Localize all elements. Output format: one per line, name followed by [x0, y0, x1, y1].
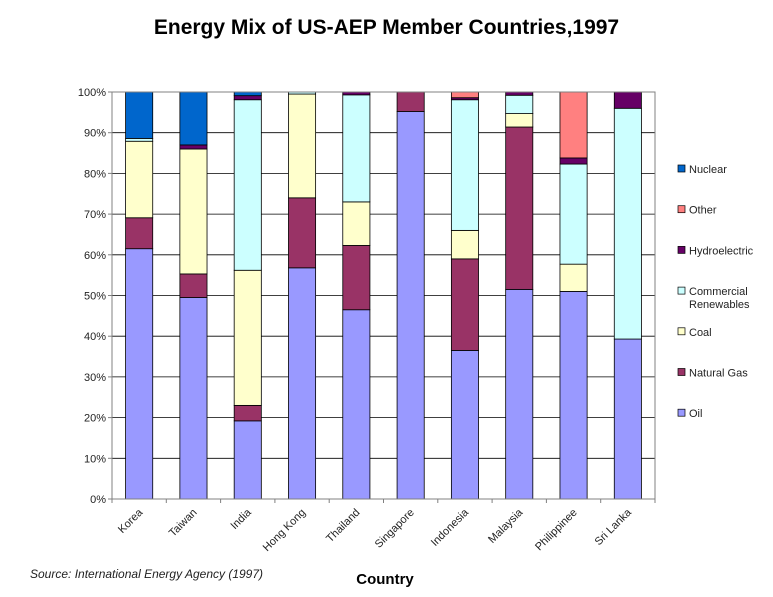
legend-swatch-coal	[677, 327, 686, 336]
x-tick-label: India	[229, 506, 255, 532]
chart-title: Energy Mix of US-AEP Member Countries,19…	[153, 16, 620, 39]
bar-india-commercial-renewables	[233, 99, 262, 271]
bar-hong-kong-oil	[288, 267, 317, 500]
bar-sri-lanka-oil	[613, 338, 642, 500]
y-tick-label: 20%	[84, 413, 106, 425]
bar-indonesia-coal	[450, 229, 479, 260]
legend-label-commercial-renewables: Commercial Renewables	[689, 286, 750, 311]
bar-philippinee-other	[559, 91, 588, 159]
y-tick-label: 0%	[90, 494, 106, 506]
bar-singapore-oil	[396, 111, 425, 500]
bar-thailand-oil	[342, 309, 371, 500]
bar-thailand-natural-gas	[342, 245, 371, 311]
y-tick-label: 90%	[84, 128, 106, 140]
bar-malaysia-commercial-renewables	[505, 94, 534, 114]
x-tick-label: Thailand	[324, 507, 362, 545]
legend-label-other: Other	[689, 205, 717, 217]
bar-philippinee-coal	[559, 263, 588, 292]
bar-singapore-natural-gas	[396, 91, 425, 112]
bar-korea-natural-gas	[125, 217, 154, 250]
bar-india-hydroelectric	[233, 95, 262, 101]
y-tick-label: 100%	[78, 87, 106, 99]
y-tick-label: 70%	[84, 209, 106, 221]
bar-philippinee-commercial-renewables	[559, 163, 588, 265]
bar-malaysia-natural-gas	[505, 126, 534, 290]
legend-swatch-hydroelectric	[677, 246, 686, 254]
y-tick-label: 60%	[84, 250, 106, 262]
legend: Nuclear Other Hydroelectric Commercial Renew…	[677, 164, 754, 420]
legend-swatch-oil	[677, 408, 686, 417]
x-axis-title: Country	[356, 571, 414, 588]
bar-thailand-commercial-renewables	[342, 94, 371, 203]
legend-swatch-other	[677, 205, 686, 214]
x-tick-label: Singapore	[373, 507, 417, 551]
bar-philippinee-hydroelectric	[559, 157, 588, 165]
bar-taiwan-oil	[179, 297, 208, 500]
bar-indonesia-oil	[450, 350, 479, 500]
source-note: Source: International Energy Agency (199…	[30, 567, 264, 581]
bar-india-nuclear	[233, 91, 262, 97]
x-tick-label: Indonesia	[429, 506, 472, 549]
y-tick-label: 80%	[84, 168, 106, 180]
bar-philippinee-oil	[559, 291, 588, 500]
bar-malaysia-coal	[505, 113, 534, 128]
bar-taiwan-nuclear	[179, 91, 208, 146]
legend-label-nuclear: Nuclear	[689, 164, 727, 176]
bar-indonesia-natural-gas	[450, 258, 479, 351]
bar-malaysia-oil	[505, 288, 534, 500]
x-tick-label: Sri Lanka	[593, 506, 635, 548]
bar-india-oil	[233, 420, 262, 500]
bar-sri-lanka-commercial-renewables	[613, 107, 642, 340]
bar-taiwan-natural-gas	[179, 273, 208, 298]
y-axis-ticks: 0% 10% 20% 30% 40% 50% 60% 70% 80% 90% 100%	[78, 87, 112, 506]
bar-stacks	[125, 91, 642, 500]
x-tick-label: Malaysia	[486, 506, 526, 546]
bar-korea-nuclear	[125, 91, 154, 139]
bar-india-natural-gas	[233, 404, 262, 422]
y-tick-label: 30%	[84, 372, 106, 384]
x-axis-ticks: Korea Taiwan India Hong Kong Thailand Singapo…	[111, 499, 656, 554]
x-tick-label: Taiwan	[167, 507, 200, 540]
bar-thailand-coal	[342, 201, 371, 246]
x-tick-label: Philippinee	[533, 507, 580, 554]
bar-korea-oil	[125, 248, 154, 500]
bar-sri-lanka-hydroelectric	[613, 91, 642, 109]
y-tick-label: 50%	[84, 291, 106, 303]
bar-hong-kong-natural-gas	[288, 197, 317, 269]
bar-hong-kong-coal	[288, 93, 317, 199]
legend-swatch-natural-gas	[677, 368, 686, 376]
bar-taiwan-hydroelectric	[179, 144, 208, 150]
legend-label-oil: Oil	[689, 408, 702, 420]
x-tick-label: Korea	[116, 506, 146, 536]
bar-korea-commercial-renewables	[125, 137, 154, 142]
legend-label-natural-gas: Natural Gas	[689, 368, 748, 380]
legend-swatch-commercial-renewables	[677, 286, 686, 295]
bar-taiwan-coal	[179, 148, 208, 275]
x-tick-label: Hong Kong	[261, 507, 308, 554]
y-tick-label: 40%	[84, 331, 106, 343]
legend-swatch-nuclear	[677, 164, 686, 173]
bar-india-coal	[233, 269, 262, 406]
y-tick-label: 10%	[84, 453, 106, 465]
bar-indonesia-other	[450, 91, 479, 99]
bar-korea-coal	[125, 140, 154, 219]
legend-label-coal: Coal	[689, 327, 712, 339]
bar-indonesia-commercial-renewables	[450, 99, 479, 231]
legend-label-hydroelectric: Hydroelectric	[689, 245, 754, 257]
